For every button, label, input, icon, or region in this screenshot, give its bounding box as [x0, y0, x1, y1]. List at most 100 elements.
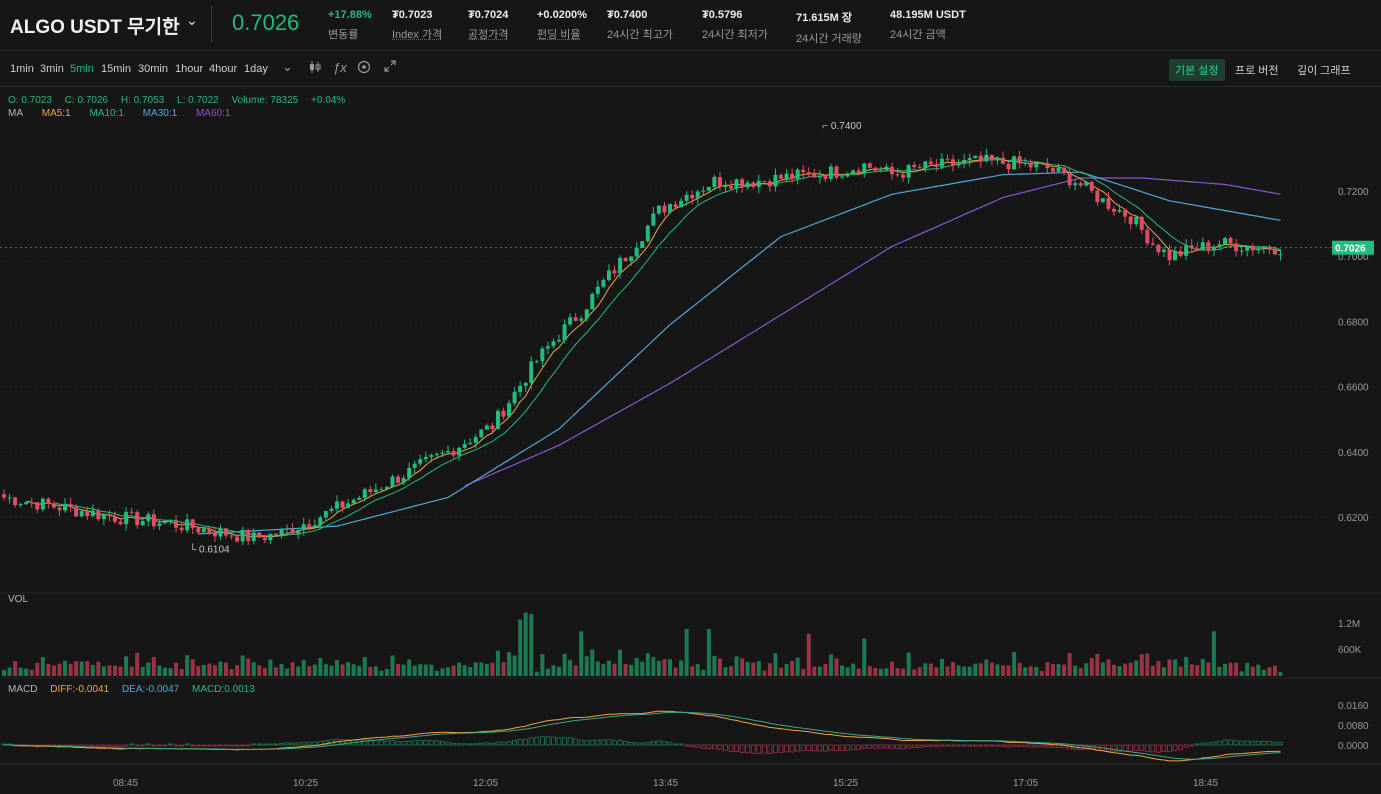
volume-bar: [856, 668, 861, 676]
candle-body: [1272, 249, 1277, 255]
volume-bar: [151, 656, 156, 676]
macd-bar: [922, 744, 928, 747]
candle-body: [978, 155, 983, 162]
candle-body: [379, 489, 384, 491]
volume-bar: [901, 668, 906, 676]
candlestick-icon[interactable]: [308, 60, 322, 77]
volume-bar: [323, 664, 328, 676]
candle-body: [346, 503, 351, 508]
candle-body: [1006, 163, 1011, 170]
volume-bar: [612, 663, 617, 676]
timeframe-4hour[interactable]: 4hour: [209, 63, 238, 75]
volume-bar: [1012, 652, 1017, 676]
candle-body: [190, 519, 195, 529]
stat-index-price[interactable]: ₮0.7023 Index 가격: [392, 9, 442, 42]
volume-bar: [873, 668, 878, 676]
timeframe-1hour[interactable]: 1hour: [175, 63, 204, 75]
volume-bar: [240, 655, 245, 676]
volume-bar: [1045, 662, 1050, 676]
candle-body: [984, 154, 989, 162]
low-value: L: 0.7022: [177, 95, 219, 106]
macd-value: MACD:0.0013: [191, 684, 255, 695]
candle-body: [1161, 249, 1166, 253]
candle-body: [501, 410, 506, 417]
chevron-down-icon[interactable]: ⌄: [186, 12, 198, 28]
settings-icon[interactable]: [357, 60, 371, 77]
candle-body: [1211, 246, 1216, 251]
stat-label: 24시간 거래량: [796, 33, 862, 45]
contract-selector[interactable]: ALGO USDT 무기한: [10, 17, 180, 38]
candle-body: [162, 522, 167, 524]
timeframe-1min[interactable]: 1min: [10, 63, 34, 75]
candle-body: [562, 324, 567, 340]
macd-bar: [1122, 744, 1128, 752]
volume-bar: [1050, 663, 1055, 676]
macd-bar: [290, 742, 296, 746]
candle-body: [851, 170, 856, 174]
view-basic[interactable]: 기본 설정: [1169, 59, 1225, 81]
volume-bar: [418, 664, 423, 676]
candle-body: [651, 213, 656, 226]
volume-bar: [629, 664, 634, 676]
volume-bar: [196, 666, 201, 676]
candle-body: [745, 182, 750, 188]
stat-fair-price[interactable]: ₮0.7024 공정가격: [468, 9, 508, 42]
candle-body: [484, 425, 489, 430]
volume-bar: [146, 662, 151, 676]
macd-bar: [1267, 741, 1272, 746]
macd-bar: [1278, 742, 1283, 746]
candle-body: [407, 467, 412, 478]
candle-body: [495, 410, 500, 430]
formula-icon[interactable]: ƒx: [333, 60, 347, 75]
ma5-label[interactable]: MA5:1: [41, 108, 71, 119]
macd-bar: [928, 744, 934, 747]
ohlc-legend: O: 0.7023 C: 0.7026 H: 0.7053 L: 0.7022 …: [8, 95, 355, 106]
volume-bar: [989, 662, 994, 676]
volume-bar: [545, 668, 550, 676]
volume-bar: [329, 665, 334, 676]
ma-label: MA: [8, 108, 23, 119]
candle-body: [923, 161, 928, 169]
view-pro[interactable]: 프로 버전: [1235, 65, 1279, 77]
volume-bar: [57, 663, 62, 676]
stat-24h-low: ₮0.5796 24시간 최저가: [702, 9, 768, 42]
candle-body: [507, 403, 512, 417]
timeframe-30min[interactable]: 30min: [138, 63, 168, 75]
volume-axis-label: 1.2M: [1338, 619, 1360, 630]
volume-bar: [934, 667, 939, 676]
volume-bar: [1278, 671, 1283, 676]
timeframe-5min[interactable]: 5min: [70, 63, 94, 75]
candle-body: [723, 186, 728, 188]
candlestick-chart[interactable]: 0.6200 0.6400 0.6600 0.6800 0.7000 0.7200 ⌐ 0.…: [0, 86, 1381, 794]
candle-body: [113, 516, 117, 522]
chevron-down-icon[interactable]: ⌄: [282, 59, 293, 74]
volume-bar: [962, 666, 967, 676]
timeframe-1day[interactable]: 1day: [244, 63, 268, 75]
timeframe-15min[interactable]: 15min: [101, 63, 131, 75]
macd-bar: [1022, 744, 1028, 748]
macd-bar: [856, 744, 862, 750]
ma30-label[interactable]: MA30:1: [142, 108, 178, 119]
volume-bar: [684, 629, 689, 676]
timeframe-3min[interactable]: 3min: [40, 63, 64, 75]
ma10-label[interactable]: MA10:1: [89, 108, 124, 119]
volume-bar: [767, 663, 772, 676]
volume-bar: [412, 665, 417, 676]
expand-icon[interactable]: [384, 60, 396, 75]
candle-body: [917, 167, 922, 169]
candle-body: [68, 504, 73, 507]
candle-body: [124, 511, 129, 525]
macd-bar: [528, 737, 534, 746]
macd-bar: [68, 744, 73, 747]
macd-bar: [645, 741, 651, 746]
candle-body: [729, 186, 734, 189]
volume-bar: [729, 666, 734, 676]
volume-bar: [212, 665, 217, 676]
candle-body: [362, 489, 367, 498]
candle-body: [457, 447, 462, 456]
stat-funding-rate[interactable]: +0.0200% 펀딩 비율: [537, 9, 587, 42]
macd-bar: [823, 744, 828, 752]
macd-bar: [489, 742, 495, 746]
view-depth[interactable]: 깊이 그래프: [1297, 65, 1351, 77]
ma60-label[interactable]: MA60:1: [195, 108, 231, 119]
